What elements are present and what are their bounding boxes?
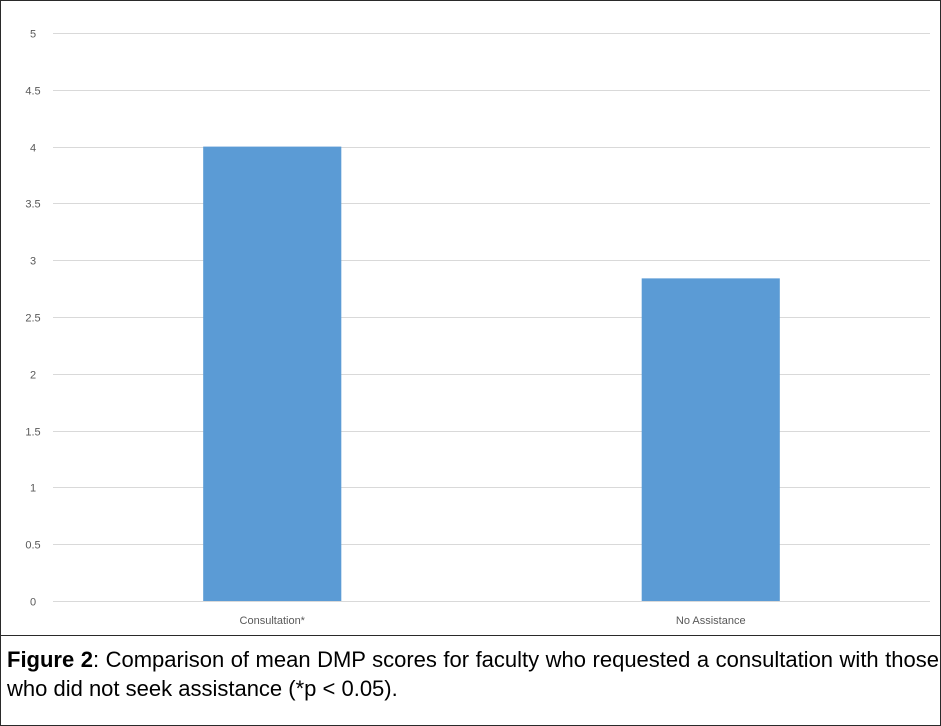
bar-chart: 0 0.5 1 1.5 2 2.5 3 3.5 4 4.5 5 Consultation* No As… xyxy=(1,1,940,634)
y-tick-label: 3 xyxy=(30,256,36,268)
bar xyxy=(203,146,342,601)
y-tick-label: 0.5 xyxy=(25,540,40,552)
x-category-label: Consultation* xyxy=(240,615,306,627)
chart-canvas: 0 0.5 1 1.5 2 2.5 3 3.5 4 4.5 5 Consultation* No As… xyxy=(25,29,930,627)
caption-divider xyxy=(1,635,940,636)
x-category-label: No Assistance xyxy=(676,615,746,627)
bar xyxy=(641,278,780,601)
y-tick-label: 4 xyxy=(30,143,36,155)
y-axis-ticks: 0 0.5 1 1.5 2 2.5 3 3.5 4 4.5 5 xyxy=(25,29,40,609)
y-tick-label: 3.5 xyxy=(25,199,40,211)
y-tick-label: 5 xyxy=(30,29,36,41)
y-tick-label: 4.5 xyxy=(25,86,40,98)
x-axis-categories: Consultation* No Assistance xyxy=(240,615,746,627)
y-tick-label: 0 xyxy=(30,597,36,609)
bars xyxy=(203,146,780,601)
y-tick-label: 1.5 xyxy=(25,427,40,439)
y-tick-label: 1 xyxy=(30,483,36,495)
y-tick-label: 2.5 xyxy=(25,313,40,325)
figure-caption: Figure 2: Comparison of mean DMP scores … xyxy=(7,645,939,703)
caption-label: Figure 2 xyxy=(7,647,93,672)
gridlines xyxy=(53,33,930,602)
y-tick-label: 2 xyxy=(30,370,36,382)
caption-text: : Comparison of mean DMP scores for facu… xyxy=(7,647,939,701)
